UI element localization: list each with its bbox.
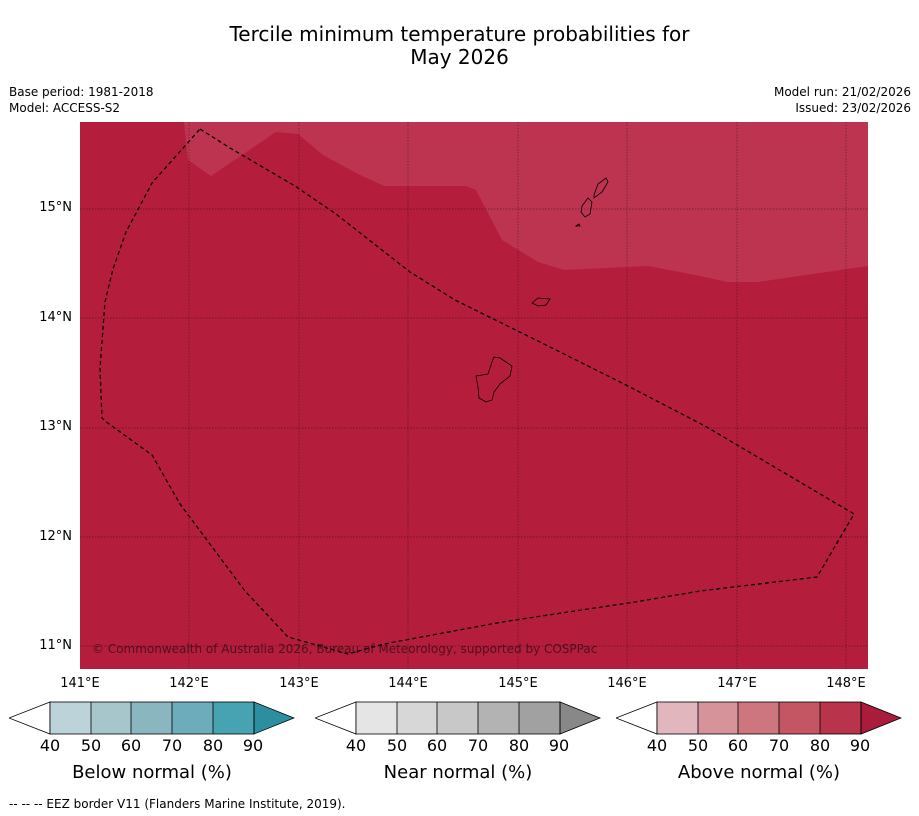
latitude-label: 15°N [39, 200, 72, 215]
longitude-label: 143°E [279, 676, 319, 691]
colorbar-tick: 50 [80, 736, 102, 755]
map-panel: © Commonwealth of Australia 2026, Bureau… [80, 122, 868, 669]
colorbar-tick: 80 [809, 736, 831, 755]
latitude-label: 11°N [39, 638, 72, 653]
colorbar-segment [50, 702, 91, 734]
rota-island [531, 297, 551, 307]
colorbar-segment [519, 702, 560, 734]
colorbar-tick: 80 [202, 736, 224, 755]
colorbar-tick: 90 [548, 736, 570, 755]
colorbar-tick: 50 [386, 736, 408, 755]
colorbar-above-normal [616, 701, 902, 735]
longitude-label: 144°E [388, 676, 428, 691]
latitude-label: 14°N [39, 310, 72, 325]
above-normal-70-80-region [184, 122, 868, 282]
colorbar-label: Above normal (%) [677, 762, 841, 783]
colorbar-extension-low [9, 701, 51, 735]
longitude-label: 146°E [607, 676, 647, 691]
longitude-label: 142°E [169, 676, 209, 691]
colorbar-segment [698, 702, 738, 734]
latitude-label: 13°N [39, 419, 72, 434]
colorbar-segment [172, 702, 213, 734]
colorbar-near-normal [315, 701, 601, 735]
colorbar-segment [91, 702, 131, 734]
chart-title-line-2: May 2026 [410, 45, 509, 69]
longitude-label: 145°E [498, 676, 538, 691]
colorbar-label: Near normal (%) [383, 762, 533, 783]
colorbar-tick: 90 [849, 736, 871, 755]
colorbar-tick: 70 [161, 736, 183, 755]
model-name: Model: ACCESS-S2 [9, 101, 121, 115]
colorbar-segment [738, 702, 779, 734]
aguijan-island [574, 223, 581, 227]
colorbar-segment [131, 702, 172, 734]
colorbar-tick: 70 [768, 736, 790, 755]
colorbar-extension-high [559, 701, 601, 735]
colorbar-extension-low [616, 701, 658, 735]
colorbar-tick: 40 [646, 736, 668, 755]
copyright-notice: © Commonwealth of Australia 2026, Bureau… [92, 642, 597, 656]
colorbar-extension-low [315, 701, 357, 735]
longitude-label: 147°E [717, 676, 757, 691]
colorbar-segment [356, 702, 397, 734]
colorbar-tick: 70 [467, 736, 489, 755]
base-period: Base period: 1981-2018 [9, 85, 154, 99]
guam-island [475, 356, 513, 403]
eez-footnote: -- -- -- EEZ border V11 (Flanders Marine… [9, 797, 346, 811]
colorbar-tick: 60 [426, 736, 448, 755]
colorbar-tick: 60 [727, 736, 749, 755]
colorbar-segment [657, 702, 698, 734]
latitude-label: 12°N [39, 529, 72, 544]
colorbar-tick: 50 [687, 736, 709, 755]
colorbar-label: Below normal (%) [72, 762, 232, 783]
colorbar-extension-high [253, 701, 295, 735]
chart-title-line-1: Tercile minimum temperature probabilitie… [229, 22, 690, 46]
colorbar-extension-high [860, 701, 902, 735]
longitude-label: 141°E [60, 676, 100, 691]
tinian-island [580, 197, 593, 218]
eez-border [99, 128, 855, 655]
longitude-label: 148°E [826, 676, 866, 691]
colorbar-segment [397, 702, 437, 734]
colorbar-segment [779, 702, 820, 734]
colorbar-segment [820, 702, 861, 734]
model-run: Model run: 21/02/2026 [773, 85, 911, 99]
colorbar-segment [437, 702, 478, 734]
colorbar-below-normal [9, 701, 295, 735]
issued-date: Issued: 23/02/2026 [795, 101, 911, 115]
colorbar-tick: 90 [242, 736, 264, 755]
graticule [80, 122, 868, 669]
colorbar-tick: 80 [508, 736, 530, 755]
colorbar-tick: 40 [39, 736, 61, 755]
colorbar-tick: 40 [345, 736, 367, 755]
colorbar-tick: 60 [120, 736, 142, 755]
colorbar-segment [213, 702, 254, 734]
islands [475, 177, 609, 403]
colorbar-segment [478, 702, 519, 734]
saipan-island [593, 177, 609, 199]
